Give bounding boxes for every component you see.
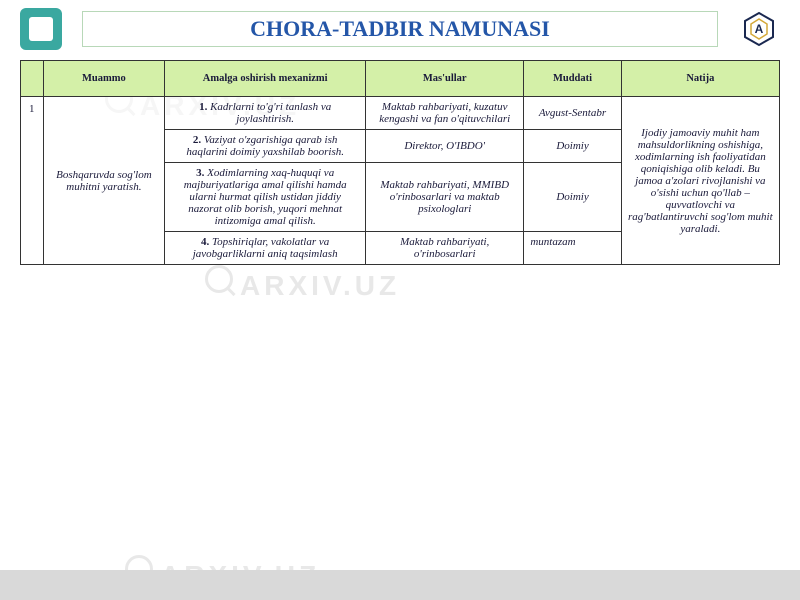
cell-amalga: 3. Xodimlarning xaq-huquqi va majburiyat… — [165, 163, 366, 232]
logo-left — [20, 8, 62, 50]
table-container: Muammo Amalga oshirish mexanizmi Mas'ull… — [0, 54, 800, 265]
item-text: Xodimlarning xaq-huquqi va majburiyatlar… — [184, 167, 347, 227]
cell-muddat: Doimiy — [524, 163, 621, 232]
col-header-amalga: Amalga oshirish mexanizmi — [165, 61, 366, 97]
cell-natija: Ijodiy jamoaviy muhit ham mahsuldorlikni… — [621, 97, 779, 265]
cell-masul: Maktab rahbariyati, MMIBD o'rinbosarlari… — [366, 163, 524, 232]
cell-masul: Direktor, O'IBDO' — [366, 130, 524, 163]
col-header-num — [21, 61, 44, 97]
table-header-row: Muammo Amalga oshirish mexanizmi Mas'ull… — [21, 61, 780, 97]
col-header-natija: Natija — [621, 61, 779, 97]
table-row: 1 Boshqaruvda sog'lom muhitni yaratish. … — [21, 97, 780, 130]
logo-right: A — [738, 8, 780, 50]
title-container: CHORA-TADBIR NAMUNASI — [82, 11, 718, 47]
col-header-muammo: Muammo — [43, 61, 165, 97]
cell-rownum: 1 — [21, 97, 44, 265]
svg-text:A: A — [755, 22, 764, 36]
cell-masul: Maktab rahbariyati, o'rinbosarlari — [366, 232, 524, 265]
col-header-masul: Mas'ullar — [366, 61, 524, 97]
header: CHORA-TADBIR NAMUNASI A — [0, 0, 800, 54]
col-header-muddat: Muddati — [524, 61, 621, 97]
action-plan-table: Muammo Amalga oshirish mexanizmi Mas'ull… — [20, 60, 780, 265]
cell-muddat: Avgust-Sentabr — [524, 97, 621, 130]
cell-muammo: Boshqaruvda sog'lom muhitni yaratish. — [43, 97, 165, 265]
page-title: CHORA-TADBIR NAMUNASI — [103, 16, 697, 42]
cell-muddat: muntazam — [524, 232, 621, 265]
cell-amalga: 2. Vaziyat o'zgarishiga qarab ish haqlar… — [165, 130, 366, 163]
footer-bar — [0, 570, 800, 600]
logo-left-inner-icon — [29, 17, 53, 41]
watermark-search-icon — [205, 265, 233, 293]
item-text: Topshiriqlar, vakolatlar va javobgarlikl… — [193, 236, 338, 260]
hexagon-icon: A — [743, 11, 775, 47]
watermark-text: ARXIV.UZ — [240, 270, 400, 302]
item-text: Vaziyat o'zgarishiga qarab ish haqlarini… — [186, 134, 344, 158]
item-number: 2. — [193, 134, 201, 146]
cell-masul: Maktab rahbariyati, kuzatuv kengashi va … — [366, 97, 524, 130]
cell-amalga: 4. Topshiriqlar, vakolatlar va javobgarl… — [165, 232, 366, 265]
item-text: Kadrlarni to'g'ri tanlash va joylashtiri… — [207, 101, 331, 125]
cell-muddat: Doimiy — [524, 130, 621, 163]
cell-amalga: 1. Kadrlarni to'g'ri tanlash va joylasht… — [165, 97, 366, 130]
